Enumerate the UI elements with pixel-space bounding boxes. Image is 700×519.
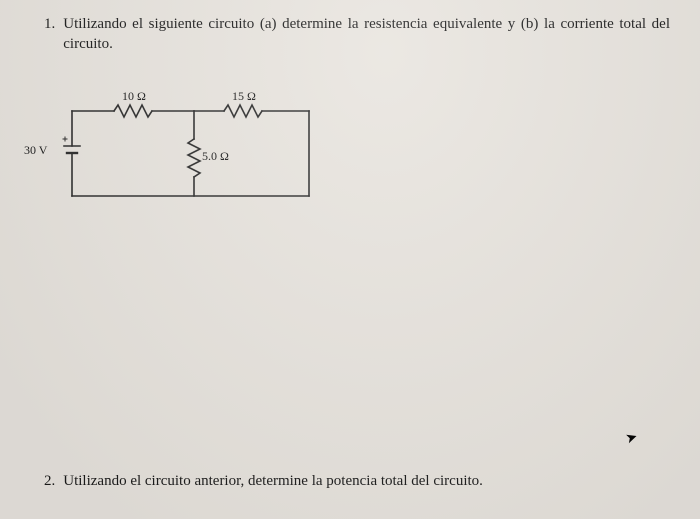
- r2-label: 15 Ω: [232, 89, 256, 104]
- mouse-cursor-icon: ➤: [624, 429, 640, 449]
- circuit-svg: [24, 61, 344, 221]
- problem-1-text: Utilizando el siguiente circuito (a) det…: [63, 14, 676, 55]
- r1-label: 10 Ω: [122, 89, 146, 104]
- problem-1-number: 1.: [24, 14, 55, 55]
- problem-1: 1. Utilizando el siguiente circuito (a) …: [24, 14, 676, 55]
- circuit-diagram: 30 V 10 Ω 15 Ω 5.0 Ω: [24, 61, 344, 221]
- problem-2-text: Utilizando el circuito anterior, determi…: [63, 471, 676, 491]
- source-label: 30 V: [24, 143, 47, 158]
- problem-2: 2. Utilizando el circuito anterior, dete…: [24, 471, 676, 491]
- r3-label: 5.0 Ω: [202, 149, 229, 164]
- problem-2-number: 2.: [24, 471, 55, 491]
